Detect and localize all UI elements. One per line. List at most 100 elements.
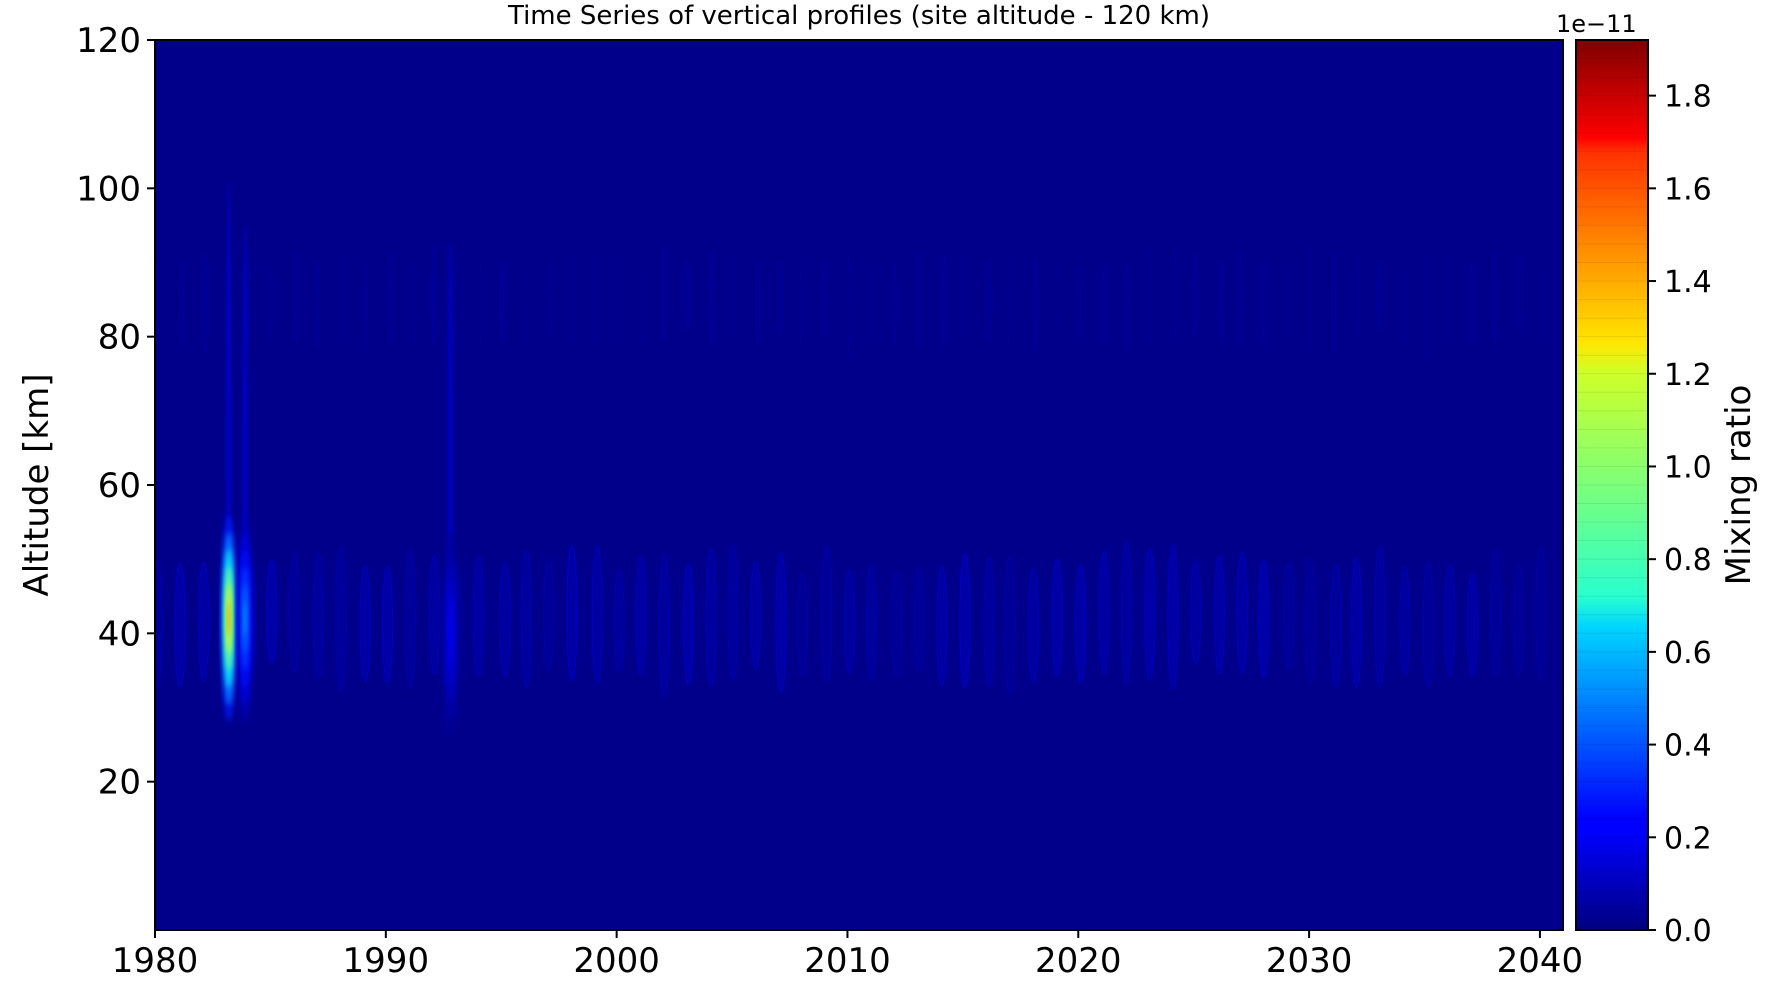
heatmap-contour <box>983 556 995 687</box>
heatmap-contour <box>593 253 599 347</box>
heatmap-contour <box>315 259 321 351</box>
heatmap-blob <box>821 544 832 683</box>
heatmap-blob <box>640 268 645 343</box>
event-core <box>227 601 231 636</box>
x-tick-label: 2040 <box>1497 941 1584 981</box>
heatmap-contour <box>591 544 603 685</box>
heatmap-blob <box>479 262 484 345</box>
heatmap-contour <box>269 260 275 344</box>
heatmap-blob <box>916 251 921 349</box>
heatmap-contour <box>635 556 647 676</box>
heatmap-blob <box>1078 266 1083 348</box>
heatmap-blob <box>779 259 783 335</box>
event-core <box>243 601 247 636</box>
heatmap-contour <box>865 563 877 682</box>
colorbar-tick-label: 0.0 <box>1664 914 1712 949</box>
heatmap-blob <box>155 561 163 687</box>
heatmap-blob <box>432 245 436 346</box>
heatmap-blob <box>1402 271 1407 343</box>
heatmap-blob <box>823 260 827 340</box>
heatmap-blob <box>635 556 647 675</box>
colorbar-tick-label: 1.0 <box>1664 450 1712 485</box>
colorbar-tick-label: 0.8 <box>1664 543 1712 578</box>
heatmap-contour <box>1374 546 1386 688</box>
heatmap-features <box>155 180 1547 738</box>
heatmap-blob <box>387 252 392 347</box>
heatmap-blob <box>175 563 186 687</box>
heatmap-contour <box>1444 563 1456 677</box>
heatmap-contour <box>1330 563 1342 688</box>
heatmap-contour <box>727 544 739 682</box>
x-tick-label: 2020 <box>1035 941 1122 981</box>
heatmap-blob <box>1305 559 1316 684</box>
heatmap-contour <box>750 561 762 670</box>
heatmap-blob <box>797 573 808 676</box>
heatmap-blob <box>1214 555 1225 674</box>
heatmap-blob <box>266 560 277 664</box>
heatmap-contour <box>1423 255 1429 359</box>
heatmap-contour <box>1377 259 1382 333</box>
heatmap-blob <box>1008 257 1012 345</box>
heatmap-contour <box>1466 573 1478 677</box>
heatmap-blob <box>1307 246 1312 349</box>
heatmap-blob <box>594 253 599 346</box>
heatmap-blob <box>1351 557 1362 688</box>
heatmap-blob <box>1147 249 1152 343</box>
heatmap-contour <box>1214 555 1226 675</box>
heatmap-contour <box>1285 261 1291 337</box>
heatmap-blob <box>1172 245 1177 342</box>
heatmap-contour <box>1236 552 1248 674</box>
heatmap-contour <box>986 257 992 343</box>
heatmap-blob <box>614 570 625 673</box>
heatmap-blob <box>592 545 603 685</box>
heatmap-blob <box>1541 269 1545 341</box>
heatmap-contour <box>569 254 575 343</box>
heatmap-contour <box>543 558 555 672</box>
heatmap-contour <box>1535 546 1547 681</box>
heatmap-blob <box>473 556 484 676</box>
heatmap-contour <box>520 549 532 689</box>
heatmap-contour <box>1102 265 1107 348</box>
heatmap-contour <box>1004 554 1016 696</box>
heatmap-blob <box>1144 548 1155 681</box>
heatmap-blob <box>1467 573 1478 677</box>
heatmap-blob <box>1424 255 1428 358</box>
heatmap-contour <box>431 245 437 347</box>
heatmap-contour <box>796 572 809 677</box>
heatmap-contour <box>684 258 690 331</box>
colorbar-tick-label: 1.8 <box>1664 80 1712 115</box>
event-core <box>449 616 452 651</box>
heatmap-blob <box>1193 251 1198 336</box>
heatmap-contour <box>941 255 946 349</box>
heatmap-contour <box>313 552 325 680</box>
heatmap-contour <box>891 569 903 678</box>
heatmap-blob <box>983 557 995 687</box>
heatmap-contour <box>1399 565 1411 676</box>
heatmap-contour <box>1518 253 1524 335</box>
x-tick-label: 2000 <box>573 941 660 981</box>
heatmap-blob <box>1218 259 1223 344</box>
heatmap-contour <box>1490 549 1502 676</box>
x-axis: 1980 1990 2000 2010 2020 2030 2040 <box>112 930 1583 981</box>
heatmap-blob <box>963 255 967 335</box>
heatmap-blob <box>547 261 552 338</box>
colorbar-tick-label: 0.6 <box>1664 636 1712 671</box>
plot-background <box>155 40 1563 930</box>
colorbar-label: Mixing ratio <box>1719 385 1759 586</box>
heatmap-contour <box>1218 258 1223 344</box>
heatmap-blob <box>750 561 761 670</box>
x-tick-label: 1990 <box>343 941 430 981</box>
heatmap-contour <box>1007 256 1013 345</box>
heatmap-blob <box>1518 253 1523 335</box>
heatmap-blob <box>202 250 207 352</box>
heatmap-blob <box>1262 260 1267 352</box>
heatmap-contour <box>566 545 578 682</box>
heatmap-blob <box>1286 262 1290 337</box>
colorbar: 0.0 0.2 0.4 0.6 0.8 1.0 1.2 1.4 1.6 1.8 1e−11 Mix… <box>1556 10 1759 949</box>
heatmap-blob <box>1490 549 1501 676</box>
heatmap-blob <box>844 570 855 674</box>
heatmap-blob <box>1331 563 1342 688</box>
heatmap-contour <box>429 554 441 675</box>
heatmap-contour <box>386 251 392 347</box>
heatmap-contour <box>1446 253 1452 343</box>
